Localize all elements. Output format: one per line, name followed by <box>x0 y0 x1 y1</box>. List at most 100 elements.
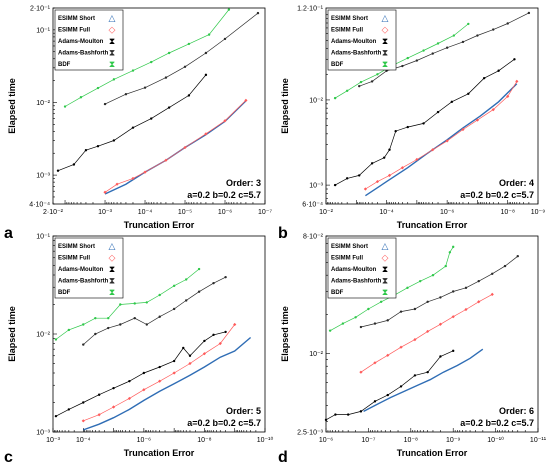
data-point-adams-moulton <box>422 122 425 125</box>
x-tick-label: 10⁻² <box>319 209 333 216</box>
data-point-adams-moulton <box>67 408 71 411</box>
legend-marker: ⧗ <box>382 288 388 298</box>
x-tick-label: 10⁻⁴ <box>138 209 153 216</box>
data-point-adams-bashforth <box>527 11 531 15</box>
data-point-adams-bashforth <box>373 322 377 325</box>
x-tick-label: 10⁻⁹ <box>531 209 545 216</box>
y-tick-label: 2·10⁻¹ <box>30 6 51 13</box>
data-point-adams-bashforth <box>197 290 201 293</box>
data-point-adams-moulton <box>82 401 85 404</box>
series-line-bdf <box>329 246 454 332</box>
data-point-bdf <box>94 316 97 320</box>
series-line-esimm-full <box>365 81 518 190</box>
data-point-adams-moulton <box>72 163 76 166</box>
data-point-esimm-full <box>490 292 494 296</box>
data-point-adams-moulton <box>56 169 60 172</box>
data-point-esimm-full <box>188 361 192 366</box>
data-point-bdf <box>367 307 370 311</box>
data-point-esimm-full <box>461 127 465 132</box>
data-point-bdf <box>328 329 332 332</box>
x-tick-label: 10⁻⁶ <box>319 437 333 444</box>
y-axis-title: Elapsed time <box>280 78 290 134</box>
data-point-adams-bashforth <box>464 286 468 290</box>
legend-marker: ⧗ <box>109 49 115 59</box>
data-point-esimm-full <box>218 341 222 346</box>
data-point-adams-bashforth <box>426 300 429 303</box>
data-point-esimm-full <box>375 179 380 184</box>
data-point-bdf <box>112 78 116 81</box>
y-tick-label: 6·10⁻⁴ <box>302 202 323 209</box>
data-point-bdf <box>419 279 422 283</box>
panel-label: b <box>278 225 288 242</box>
data-point-esimm-full <box>426 329 430 334</box>
legend-label: Adams-Moulton <box>331 39 377 45</box>
order-annotation: Order: 3 <box>226 178 261 188</box>
data-point-bdf <box>436 42 440 45</box>
data-point-adams-moulton <box>394 129 397 133</box>
data-point-adams-moulton <box>426 370 429 374</box>
data-point-adams-moulton <box>333 183 337 187</box>
data-point-esimm-full <box>413 338 417 342</box>
data-point-esimm-full <box>400 166 405 170</box>
data-point-adams-moulton <box>204 73 208 77</box>
data-point-adams-moulton <box>203 339 206 343</box>
data-point-adams-bashforth <box>145 323 148 326</box>
data-point-bdf <box>131 69 135 72</box>
data-point-bdf <box>96 86 100 90</box>
data-point-adams-moulton <box>346 413 350 416</box>
data-point-esimm-full <box>223 119 227 123</box>
data-point-bdf <box>133 302 136 305</box>
parameter-annotation: a=0.2 b=0.2 c=5.7 <box>187 418 261 428</box>
data-point-adams-bashforth <box>516 254 519 258</box>
legend-marker: △ <box>382 242 389 252</box>
legend-marker: △ <box>382 14 389 24</box>
data-point-adams-moulton <box>188 354 192 357</box>
data-point-bdf <box>444 264 447 268</box>
data-point-adams-bashforth <box>158 315 161 318</box>
series-line-bdf <box>55 268 200 340</box>
data-point-esimm-full <box>204 132 208 136</box>
data-point-esimm-full <box>477 300 481 304</box>
x-tick-label: 10⁻³ <box>98 209 112 216</box>
data-point-esimm-full <box>127 396 132 401</box>
series-line-adams-bashforth <box>359 12 530 87</box>
panel-label: a <box>4 225 13 242</box>
data-point-esimm-full <box>363 187 368 191</box>
data-point-adams-bashforth <box>204 51 208 55</box>
x-tick-label: 10⁻⁶ <box>137 437 151 444</box>
data-point-bdf <box>422 49 425 52</box>
series-line-bdf <box>334 23 469 99</box>
data-point-adams-moulton <box>334 413 337 416</box>
legend-label: Adams-Bashforth <box>58 279 109 285</box>
data-point-bdf <box>54 338 58 341</box>
legend-marker: ⧗ <box>109 37 115 47</box>
data-point-adams-moulton <box>436 110 440 114</box>
data-point-esimm-full <box>359 370 363 374</box>
data-point-adams-moulton <box>358 174 361 177</box>
legend-label: ESIMM Full <box>58 28 90 34</box>
x-tick-label: 10⁻⁶ <box>440 209 454 216</box>
x-tick-label: 10⁻¹⁰ <box>487 436 504 444</box>
data-point-adams-moulton <box>324 418 328 422</box>
x-tick-label: 2·10⁻² <box>43 209 64 216</box>
data-point-esimm-full <box>445 139 449 143</box>
data-point-esimm-full <box>386 353 390 357</box>
data-point-bdf <box>167 51 171 55</box>
data-point-bdf <box>197 267 201 271</box>
data-point-bdf <box>172 284 176 288</box>
data-point-adams-bashforth <box>413 307 417 311</box>
data-point-adams-moulton <box>450 100 454 104</box>
parameter-annotation: a=0.2 b=0.2 c=5.7 <box>460 418 534 428</box>
data-point-adams-moulton <box>158 365 161 369</box>
data-point-esimm-full <box>81 419 85 423</box>
data-point-adams-bashforth <box>370 80 374 83</box>
legend-label: BDF <box>58 290 71 296</box>
data-point-bdf <box>452 245 455 249</box>
legend-label: Adams-Moulton <box>58 267 104 273</box>
x-tick-label: 10⁻⁸ <box>404 437 418 444</box>
data-point-adams-moulton <box>150 117 153 120</box>
data-point-adams-bashforth <box>439 296 442 299</box>
data-point-adams-moulton <box>182 346 185 350</box>
chart-panel-c: 10⁻³ 10⁻⁴ 10⁻⁶ 10⁻⁸ 10⁻¹⁰ 10⁻³ 10⁻² 10⁻¹ Truncat… <box>4 234 273 466</box>
y-axis-title: Elapsed time <box>7 306 17 362</box>
